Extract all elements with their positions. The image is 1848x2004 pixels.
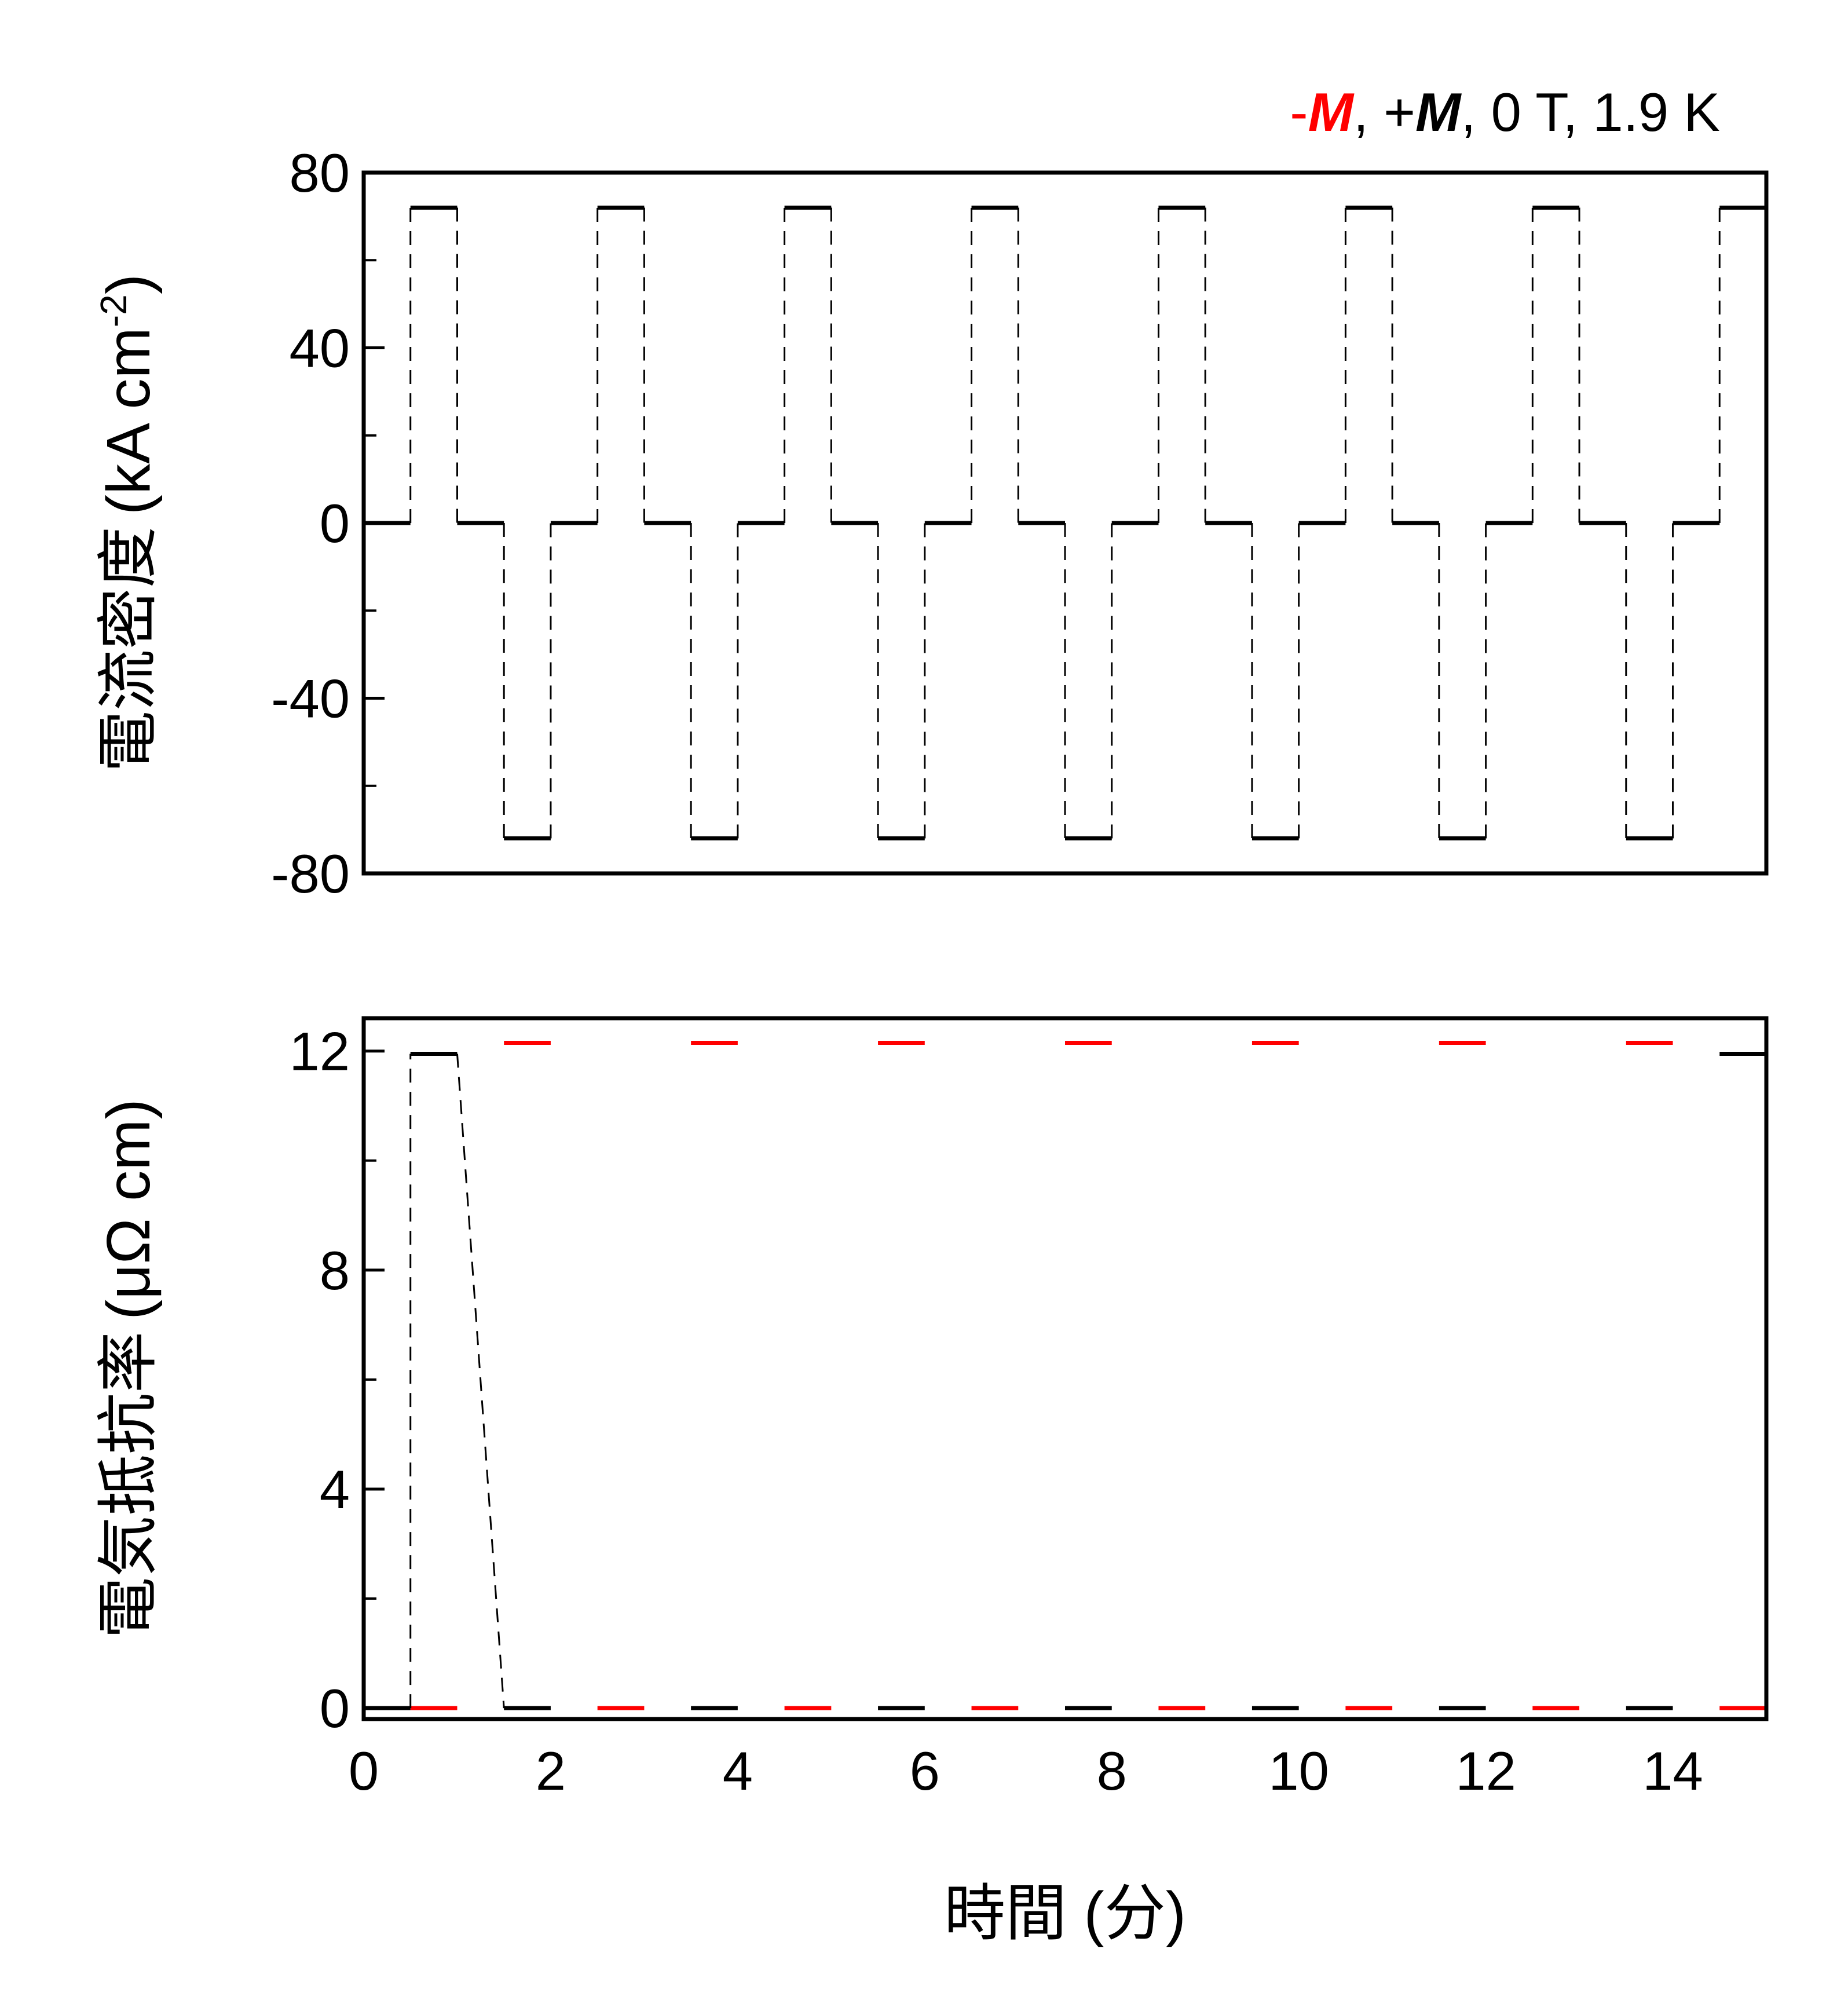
resistivity-panel: 0 4 8 12 0 2 4 6 8 10 12 14 電気抵抗率 (μΩ cm) 時間 (分)	[94, 1016, 1769, 1948]
resistivity-y-axis-unit: (μΩ cm)	[94, 1099, 163, 1320]
resistivity-ticks: 0 4 8 12 0 2 4 6 8 10 12 14	[289, 1021, 1703, 1801]
condition-annotation: -M, +M, 0 T, 1.9 K	[1290, 82, 1720, 142]
annotation-part: M	[1308, 82, 1355, 142]
resistivity-plot-frame	[361, 1016, 1769, 1721]
resistivity-y-tick-label: 12	[289, 1021, 350, 1082]
current-density-series	[364, 206, 1766, 840]
current-density-ticks: -80 -40 0 40 80	[271, 142, 385, 904]
resistivity-series-1-segment	[456, 1054, 505, 1709]
current-density-y-axis-unit-exponent: -2	[93, 294, 134, 327]
x-tick-label: 0	[349, 1740, 379, 1801]
annotation-part: , +	[1353, 82, 1415, 142]
current-density-y-tick-label: -40	[271, 668, 350, 729]
x-axis-title: 時間 (分)	[944, 1879, 1186, 1948]
resistivity-y-tick-label: 8	[320, 1240, 350, 1301]
current-density-y-axis-unit-close: )	[94, 274, 163, 294]
current-density-y-axis-title: 電流密度 (kA cm-2)	[93, 274, 163, 772]
current-density-y-tick-label: 80	[289, 142, 350, 203]
x-tick-label: 12	[1455, 1740, 1516, 1801]
x-tick-label: 10	[1268, 1740, 1329, 1801]
resistivity-y-axis-title: 電気抵抗率 (μΩ cm)	[94, 1099, 163, 1639]
resistivity-y-axis-name: 電気抵抗率	[94, 1332, 163, 1639]
resistivity-y-tick-label: 0	[320, 1678, 350, 1739]
x-tick-label: 14	[1642, 1740, 1703, 1801]
resistivity-y-tick-label: 4	[320, 1459, 350, 1520]
current-density-y-axis-unit: (kA cm	[94, 327, 163, 515]
x-tick-label: 2	[536, 1740, 566, 1801]
resistivity-series	[364, 1041, 1766, 1710]
annotation-part: M	[1415, 82, 1462, 142]
x-tick-label: 6	[910, 1740, 940, 1801]
current-density-y-axis-name: 電流密度	[94, 526, 163, 772]
current-density-panel: -80 -40 0 40 80 電流密度 (kA cm-2)	[93, 142, 1769, 904]
annotation-part: , 0 T, 1.9 K	[1461, 82, 1720, 142]
x-tick-label: 4	[723, 1740, 753, 1801]
current-density-y-tick-label: -80	[271, 843, 350, 904]
annotation-part: -	[1290, 82, 1308, 142]
current-density-y-tick-label: 40	[289, 318, 350, 379]
current-density-y-tick-label: 0	[320, 493, 350, 554]
x-tick-label: 8	[1097, 1740, 1127, 1801]
